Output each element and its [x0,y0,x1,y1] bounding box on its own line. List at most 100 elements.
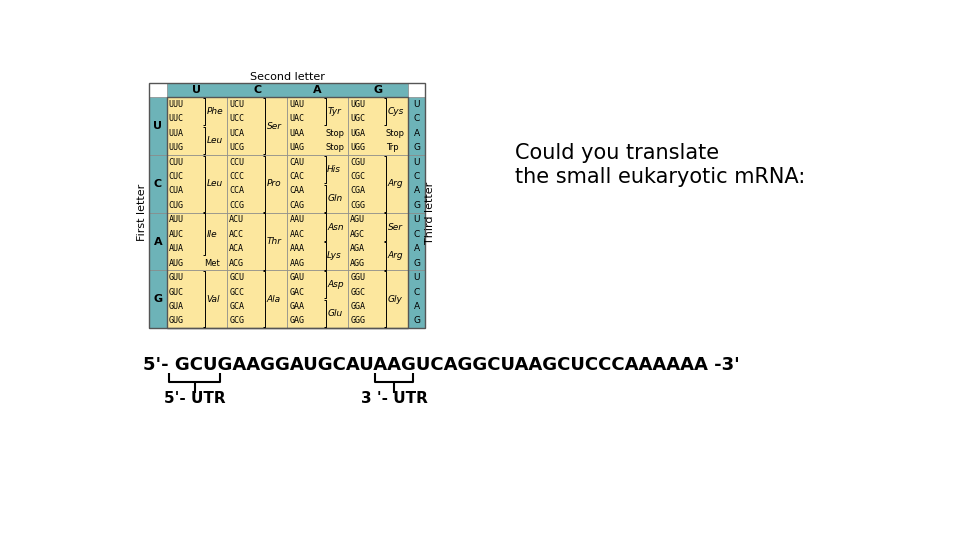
Text: CGG: CGG [350,201,365,210]
Text: AGG: AGG [350,259,365,268]
Text: CUA: CUA [169,186,183,195]
Text: UCU: UCU [229,100,244,109]
Bar [150,271,166,328]
Text: UAG: UAG [290,143,304,152]
Text: Tyr: Tyr [327,107,341,116]
Text: UAU: UAU [290,100,304,109]
Bar [348,97,408,155]
Bar [150,155,166,213]
Text: Leu: Leu [206,136,223,145]
Text: GAA: GAA [290,302,304,311]
Text: GAC: GAC [290,287,304,296]
Text: Stop: Stop [325,129,345,138]
Bar [166,213,227,271]
Text: Phe: Phe [206,107,223,116]
Bar [166,71,408,83]
Text: AUA: AUA [169,244,183,253]
Text: C: C [414,114,420,123]
Text: GGC: GGC [350,287,365,296]
Text: Thr: Thr [267,237,281,246]
Text: ACG: ACG [229,259,244,268]
Text: CCA: CCA [229,186,244,195]
Text: GCG: GCG [229,316,244,326]
Text: Arg: Arg [388,179,403,188]
Text: Third letter: Third letter [425,181,435,244]
Text: A: A [414,302,420,311]
Bar [287,155,348,213]
Text: AAA: AAA [290,244,304,253]
Text: A: A [414,244,420,253]
Text: Val: Val [206,295,220,304]
Text: GUG: GUG [169,316,183,326]
Text: G: G [414,201,420,210]
Text: Asn: Asn [327,222,344,232]
Text: UUU: UUU [169,100,183,109]
Text: Asp: Asp [327,280,344,289]
Text: CGC: CGC [350,172,365,181]
Bar [287,97,348,155]
Text: UUC: UUC [169,114,183,123]
Text: Trp: Trp [386,143,398,152]
Text: GUU: GUU [169,273,183,282]
Text: AGU: AGU [350,215,365,224]
Text: AGA: AGA [350,244,365,253]
Text: CGA: CGA [350,186,365,195]
Text: G: G [414,259,420,268]
Text: UCC: UCC [229,114,244,123]
Bar [408,213,425,271]
Text: Gly: Gly [388,295,402,304]
Text: U: U [414,158,420,167]
Text: C: C [253,85,261,95]
Text: UAC: UAC [290,114,304,123]
Text: Second letter: Second letter [250,72,324,82]
Text: U: U [154,121,162,131]
Text: U: U [414,100,420,109]
Bar [287,271,348,328]
Text: CUG: CUG [169,201,183,210]
Text: CAG: CAG [290,201,304,210]
Text: 5'- UTR: 5'- UTR [164,392,226,407]
Text: C: C [414,287,420,296]
Bar [287,213,348,271]
Text: U: U [414,273,420,282]
Text: Glu: Glu [327,309,343,318]
Text: CCU: CCU [229,158,244,167]
Text: CCG: CCG [229,201,244,210]
Text: GGA: GGA [350,302,365,311]
Bar [408,97,425,155]
Text: 3 '- UTR: 3 '- UTR [361,392,427,407]
Text: UAA: UAA [290,129,304,138]
Text: UGA: UGA [350,129,365,138]
Bar [150,97,166,155]
Text: UGC: UGC [350,114,365,123]
Text: GAU: GAU [290,273,304,282]
Text: AUG: AUG [169,259,183,268]
Text: Met: Met [204,259,220,268]
Text: GGG: GGG [350,316,365,326]
Bar [408,271,425,328]
Text: Gln: Gln [327,194,343,202]
Text: G: G [414,143,420,152]
Text: UCA: UCA [229,129,244,138]
Text: CAA: CAA [290,186,304,195]
Text: U: U [414,215,420,224]
Text: CCC: CCC [229,172,244,181]
Bar [166,271,227,328]
Text: G: G [373,85,383,95]
Text: GGU: GGU [350,273,365,282]
Text: AAG: AAG [290,259,304,268]
Text: GCU: GCU [229,273,244,282]
Text: AAU: AAU [290,215,304,224]
Text: Pro: Pro [267,179,281,188]
Text: C: C [414,230,420,239]
Text: GUA: GUA [169,302,183,311]
Text: A: A [414,186,420,195]
Text: 5'- GCUGAAGGAUGCAUAAGUCAGGCUAAGCUCCCAAAAAA -3': 5'- GCUGAAGGAUGCAUAAGUCAGGCUAAGCUCCCAAAA… [143,356,740,374]
Bar [166,155,227,213]
Bar [227,213,287,271]
Bar [408,155,425,213]
Text: UUA: UUA [169,129,183,138]
Text: G: G [414,316,420,326]
Text: CAU: CAU [290,158,304,167]
Text: Leu: Leu [206,179,223,188]
